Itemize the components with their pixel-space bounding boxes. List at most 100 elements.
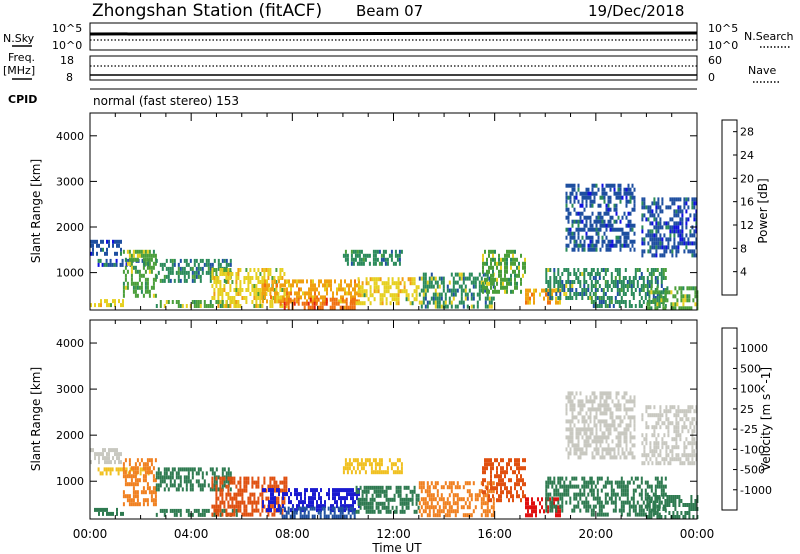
heatmap-cell: [671, 457, 674, 462]
heatmap-cell: [150, 462, 153, 467]
heatmap-cell: [318, 492, 320, 497]
heatmap-cell: [339, 514, 342, 519]
heatmap-cell: [237, 488, 240, 493]
heatmap-cell: [673, 245, 676, 250]
heatmap-cell: [128, 253, 131, 258]
heatmap-cell: [106, 456, 108, 461]
heatmap-cell: [352, 261, 355, 266]
heatmap-cell: [502, 490, 504, 495]
heatmap-cell: [682, 302, 685, 307]
heatmap-cell: [476, 276, 479, 281]
heatmap-cell: [106, 247, 108, 252]
heatmap-cell: [197, 471, 200, 476]
heatmap-cell: [601, 187, 604, 192]
heatmap-cell: [601, 239, 604, 244]
heatmap-cell: [597, 419, 600, 424]
heatmap-cell: [599, 195, 602, 200]
heatmap-cell: [660, 276, 663, 280]
heatmap-cell: [298, 504, 300, 509]
heatmap-cell: [658, 507, 661, 511]
heatmap-cell: [567, 427, 570, 432]
heatmap-cell: [201, 270, 204, 275]
heatmap-cell: [627, 451, 630, 456]
heatmap-cell: [569, 419, 572, 424]
heatmap-cell: [328, 496, 330, 501]
heatmap-cell: [658, 272, 661, 276]
heatmap-cell: [187, 262, 190, 267]
heatmap-cell: [619, 435, 622, 440]
heatmap-cell: [372, 253, 375, 258]
heatmap-cell: [684, 503, 687, 507]
heatmap-cell: [130, 265, 133, 270]
heatmap-cell: [285, 304, 288, 308]
heatmap-cell: [590, 480, 593, 485]
heatmap-cell: [287, 305, 290, 310]
heatmap-cell: [577, 292, 580, 296]
heatmap-cell: [357, 489, 360, 494]
heatmap-cell: [146, 470, 149, 475]
heatmap-cell: [620, 504, 623, 509]
heatmap-cell: [482, 493, 485, 498]
heatmap-cell: [207, 304, 210, 308]
heatmap-cell: [359, 293, 362, 298]
heatmap-cell: [333, 510, 336, 515]
heatmap-cell: [609, 395, 612, 400]
heatmap-cell: [223, 258, 226, 263]
heatmap-cell: [352, 504, 354, 509]
heatmap-cell: [676, 290, 679, 295]
heatmap-cell: [605, 227, 608, 232]
heatmap-cell: [615, 195, 618, 200]
heatmap-cell: [132, 474, 135, 479]
heatmap-cell: [672, 515, 675, 519]
y-tick-label: 2000: [56, 221, 84, 234]
heatmap-cell: [573, 415, 576, 420]
heatmap-cell: [559, 492, 562, 497]
heatmap-cell: [217, 300, 220, 304]
heatmap-cell: [680, 298, 683, 303]
heatmap-cell: [126, 249, 129, 254]
heatmap-cell: [426, 300, 429, 305]
heatmap-cell: [411, 493, 414, 498]
heatmap-cell: [302, 504, 304, 509]
heatmap-cell: [593, 407, 596, 412]
beam-label: Beam 07: [356, 2, 423, 20]
heatmap-cell: [385, 497, 388, 502]
heatmap-cell: [500, 490, 502, 495]
heatmap-cell: [594, 296, 597, 300]
heatmap-cell: [587, 508, 590, 513]
heatmap-cell: [673, 445, 676, 450]
heatmap-cell: [221, 496, 224, 501]
heatmap-cell: [281, 488, 284, 493]
y-tick-label: 3000: [56, 175, 84, 188]
heatmap-cell: [163, 508, 166, 513]
heatmap-cell: [653, 225, 656, 230]
heatmap-cell: [418, 292, 421, 297]
heatmap-cell: [438, 284, 441, 289]
heatmap-cell: [267, 268, 270, 272]
heatmap-cell: [296, 504, 298, 509]
heatmap-cell: [311, 301, 314, 306]
heatmap-cell: [466, 292, 469, 297]
heatmap-cell: [274, 279, 276, 284]
heatmap-cell: [329, 305, 332, 310]
heatmap-cell: [428, 505, 431, 510]
heatmap-cell: [229, 496, 232, 501]
heatmap-cell: [490, 462, 492, 467]
heatmap-cell: [629, 247, 632, 252]
heatmap-cell: [296, 492, 298, 497]
heatmap-cell: [545, 276, 548, 280]
heatmap-cell: [587, 215, 590, 220]
heatmap-cell: [642, 300, 645, 304]
heatmap-cell: [413, 289, 416, 294]
heatmap-cell: [649, 457, 652, 462]
heatmap-cell: [308, 295, 310, 300]
heatmap-cell: [596, 492, 599, 497]
heatmap-cell: [122, 490, 125, 495]
heatmap-cell: [553, 268, 556, 272]
heatmap-cell: [450, 505, 453, 510]
heatmap-cell: [573, 447, 576, 452]
heatmap-cell: [112, 239, 114, 244]
heatmap-cell: [675, 229, 678, 234]
heatmap-cell: [456, 505, 459, 510]
heatmap-cell: [422, 292, 425, 297]
